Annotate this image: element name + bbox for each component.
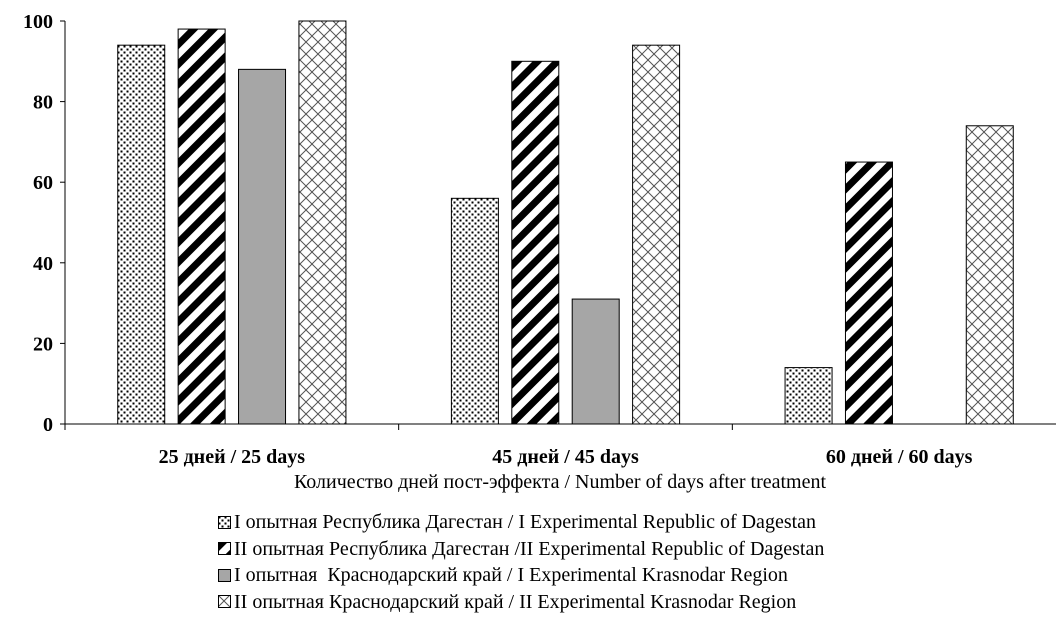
bar-chart: 0 20 40 60 80 100 25 дней / 25 days 45 дней / …: [23, 11, 1056, 493]
bar-diagonal-1: [177, 28, 226, 425]
bar-diagonal-3: [844, 161, 893, 425]
legend-item-4: II опытная Краснодарский край / II Exper…: [218, 589, 824, 616]
bar-solid-gray-1: [238, 68, 287, 425]
legend-label-1: I опытная Республика Дагестан / I Experi…: [234, 511, 817, 533]
y-tick-label: 20: [33, 333, 53, 355]
bar-lattice-3: [965, 125, 1014, 425]
bar-dots-3: [784, 367, 833, 425]
x-tick-label: 25 дней / 25 days: [159, 446, 306, 468]
y-tick-label: 0: [43, 414, 53, 436]
bars: [117, 20, 1014, 425]
y-tick-label: 80: [33, 92, 53, 114]
legend: I опытная Республика Дагестан / I Experi…: [218, 509, 824, 615]
bar-dots-2: [450, 197, 499, 425]
legend-swatch-dots: [218, 515, 231, 529]
legend-label-3: I опытная Краснодарский край / I Experim…: [234, 564, 788, 586]
bar-dots-1: [117, 44, 166, 425]
y-axis: 0 20 40 60 80 100: [23, 11, 66, 436]
x-axis: 25 дней / 25 days 45 дней / 45 days 60 дне…: [64, 423, 1056, 468]
bar-lattice-1: [298, 20, 347, 425]
y-tick-label: 60: [33, 172, 53, 194]
x-tick-label: 60 дней / 60 days: [826, 446, 973, 468]
x-axis-title: Количество дней пост-эффекта / Number of…: [294, 471, 827, 493]
legend-swatch-gray: [218, 568, 231, 582]
x-tick-label: 45 дней / 45 days: [492, 446, 639, 468]
legend-item-2: II опытная Республика Дагестан /II Exper…: [218, 536, 824, 563]
legend-item-3: I опытная Краснодарский край / I Experim…: [218, 562, 824, 589]
y-tick-label: 40: [33, 253, 53, 275]
legend-label-4: II опытная Краснодарский край / II Exper…: [234, 590, 797, 613]
legend-label-2: II опытная Республика Дагестан /II Exper…: [234, 537, 825, 560]
bar-diagonal-2: [511, 60, 560, 425]
bar-solid-gray-2: [571, 298, 620, 425]
legend-swatch-lattice: [218, 595, 231, 609]
legend-swatch-diagonal: [218, 542, 231, 556]
legend-item-1: I опытная Республика Дагестан / I Experi…: [218, 509, 824, 536]
bar-lattice-2: [632, 44, 681, 425]
y-tick-label: 100: [23, 11, 53, 33]
